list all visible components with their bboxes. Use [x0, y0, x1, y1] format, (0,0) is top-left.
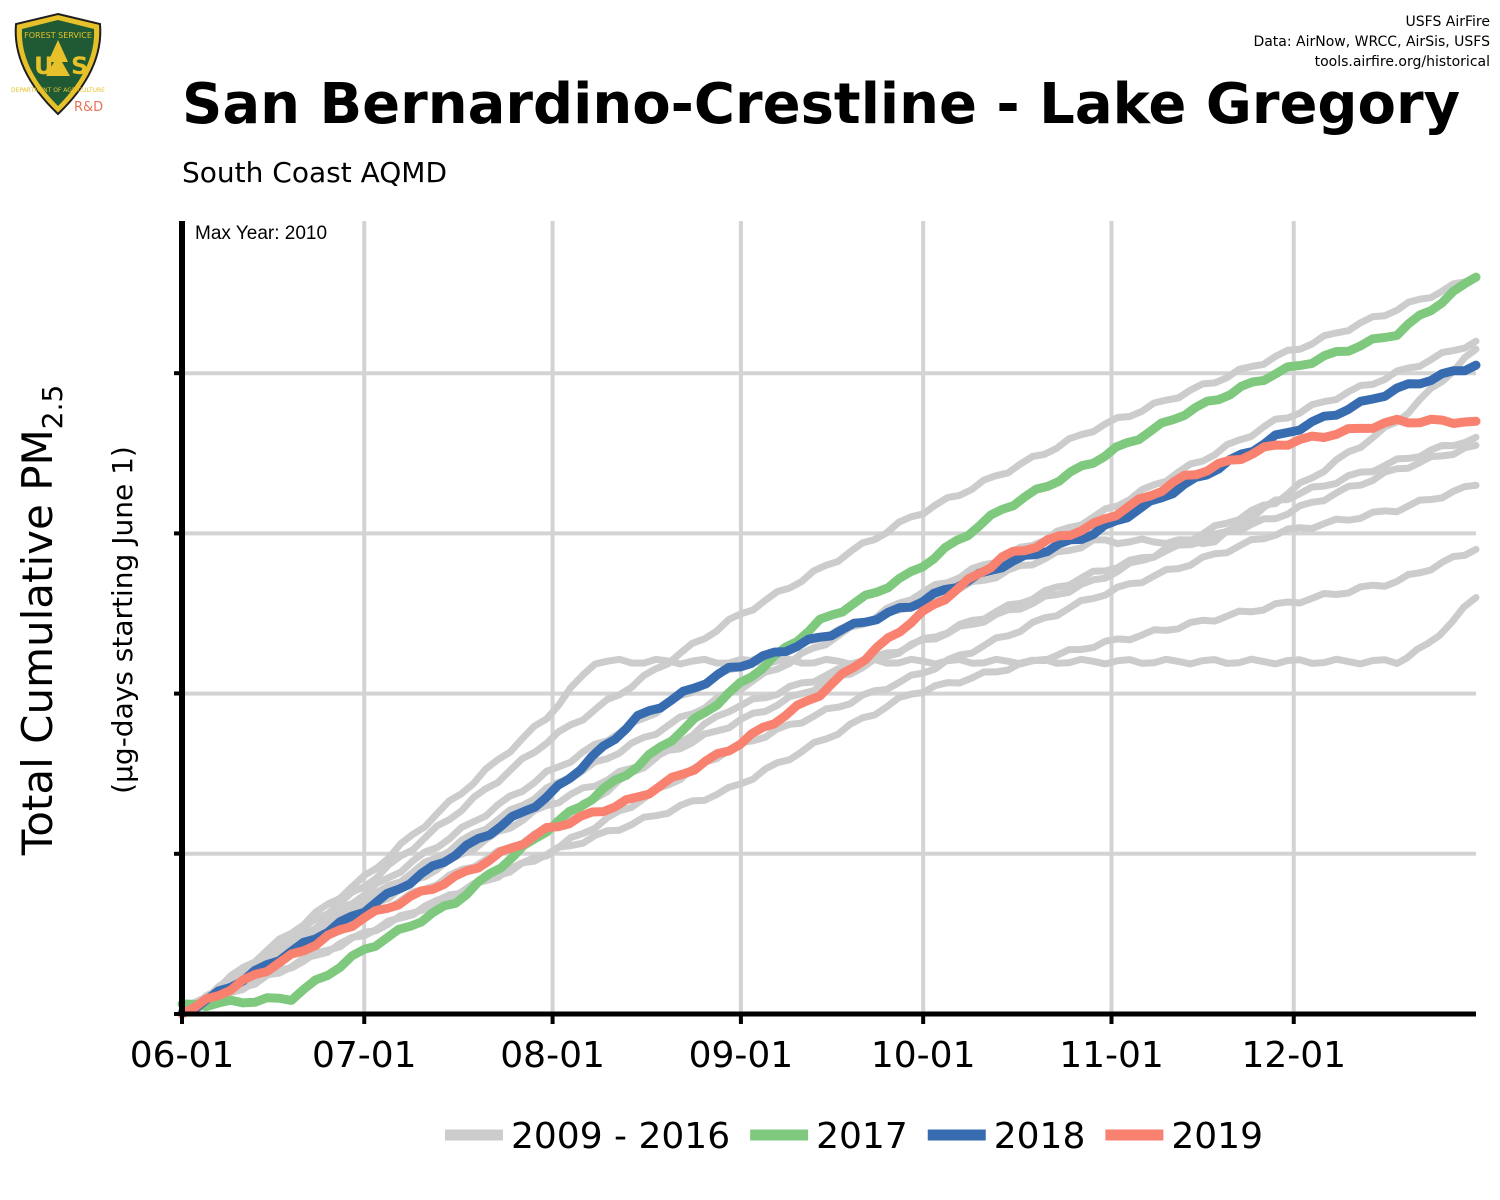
axes: [174, 221, 1476, 1017]
y-axis-label-subscript: 2.5: [36, 385, 69, 430]
legend-label: 2019: [1171, 1116, 1263, 1157]
x-axis-ticks: 06-01 07-01 08-01 09-01 10-01 11-01 12-01: [130, 1014, 1346, 1076]
x-tick-label: 08-01: [500, 1035, 605, 1076]
max-year-annotation: Max Year: 2010: [195, 223, 327, 244]
chart-title: San Bernardino-Crestline - Lake Gregory: [182, 72, 1461, 137]
series-line-2009-2016: [178, 545, 1480, 1016]
series-line-2009-2016: [178, 273, 1480, 1016]
x-tick-label: 11-01: [1059, 1035, 1164, 1076]
data-credits: USFS AirFire Data: AirNow, WRCC, AirSis,…: [1253, 12, 1490, 72]
x-tick-label: 06-01: [130, 1035, 235, 1076]
x-tick-label: 07-01: [312, 1035, 417, 1076]
credit-line: Data: AirNow, WRCC, AirSis, USFS: [1253, 34, 1490, 50]
x-tick-label: 09-01: [689, 1035, 794, 1076]
logo-suffix: R&D: [74, 100, 104, 115]
svg-text:DEPARTMENT OF AGRICULTURE: DEPARTMENT OF AGRICULTURE: [11, 87, 105, 94]
legend: 2009 - 2016 2017 2018 2019: [445, 1116, 1263, 1157]
legend-label: 2009 - 2016: [511, 1116, 730, 1157]
x-tick-label: 10-01: [871, 1035, 976, 1076]
series-line-2019: [177, 414, 1481, 1019]
svg-text:Total Cumulative PM2.5: Total Cumulative PM2.5: [13, 385, 69, 857]
svg-text:U: U: [34, 52, 54, 80]
y-axis-sublabel: (µg-days starting June 1): [106, 446, 139, 794]
y-axis-title: Total Cumulative PM2.5: [13, 385, 69, 857]
legend-label: 2017: [816, 1116, 908, 1157]
series-line-2009-2016: [178, 594, 1480, 1018]
y-axis-label: Total Cumulative PM: [13, 429, 62, 856]
svg-text:S: S: [71, 52, 88, 80]
legend-label: 2018: [994, 1116, 1086, 1157]
svg-text:FOREST SERVICE: FOREST SERVICE: [24, 31, 92, 40]
usfs-logo: FOREST SERVICE U S DEPARTMENT OF AGRICUL…: [11, 12, 105, 116]
credit-line: tools.airfire.org/historical: [1314, 54, 1490, 70]
x-tick-label: 12-01: [1241, 1035, 1346, 1076]
chart-subtitle: South Coast AQMD: [182, 156, 448, 189]
credit-line: USFS AirFire: [1405, 14, 1491, 30]
series-line-2017: [177, 272, 1481, 1012]
series-lines: [177, 272, 1481, 1019]
